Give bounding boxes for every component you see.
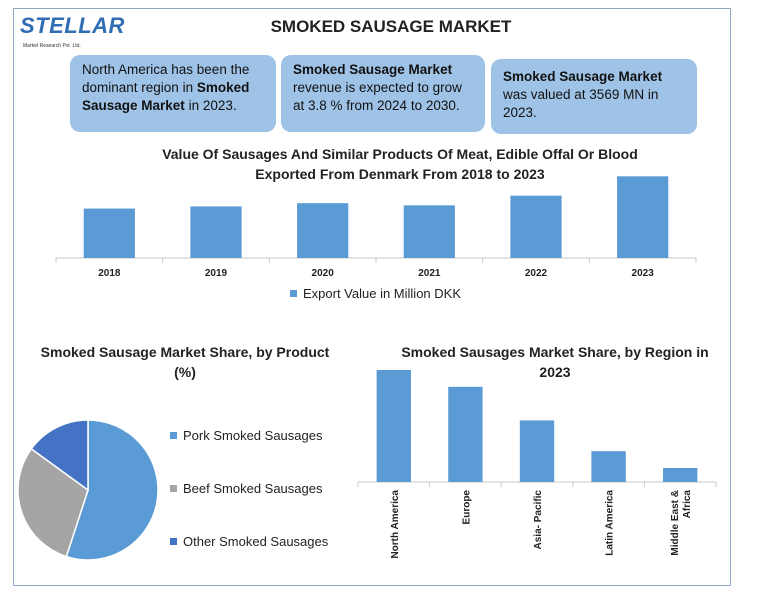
legend-label: Pork Smoked Sausages <box>183 428 323 443</box>
region-tick-label-2: Asia- Pacific <box>533 490 544 550</box>
bar-2021 <box>403 205 455 258</box>
logo-subtitle: Market Research Pvt. Ltd. <box>23 43 81 49</box>
tick-label-2019: 2019 <box>205 268 228 279</box>
region-share-chart-title: Smoked Sausages Market Share, by Region … <box>401 344 709 380</box>
legend-swatch <box>170 485 177 492</box>
region-tick-label-line: Europe <box>461 490 472 525</box>
legend-swatch <box>290 290 297 297</box>
legend-label: Beef Smoked Sausages <box>183 481 323 496</box>
region-tick-label-line: North America <box>390 490 401 559</box>
legend-label: Export Value in Million DKK <box>303 286 461 301</box>
export-chart-title: Value Of Sausages And Similar Products O… <box>162 146 638 182</box>
region-bar-1 <box>448 386 483 482</box>
region-tick-label-1: Europe <box>461 490 472 525</box>
info-box-text: revenue is expected to grow at 3.8 % fro… <box>293 80 462 113</box>
region-tick-label-line: Middle East & <box>670 490 681 556</box>
infographic-frame <box>13 8 731 586</box>
legend-swatch <box>170 432 177 439</box>
export-legend: Export Value in Million DKK <box>290 286 461 301</box>
legend-label: Other Smoked Sausages <box>183 534 329 549</box>
region-bar-0 <box>376 370 411 482</box>
pie-slice-2 <box>30 419 89 492</box>
info-box-growth: Smoked Sausage Market revenue is expecte… <box>281 55 485 132</box>
info-box-dominant-region: North America has been the dominant regi… <box>70 55 276 132</box>
legend-swatch <box>170 538 177 545</box>
tick-label-2020: 2020 <box>312 268 335 279</box>
bar-2019 <box>190 206 242 258</box>
legend-item-beef: Beef Smoked Sausages <box>170 481 322 496</box>
region-bar-2 <box>519 420 555 482</box>
tick-label-2022: 2022 <box>525 268 548 279</box>
pie-slice-0 <box>65 419 159 561</box>
region-tick-label-3: Latin America <box>605 490 616 556</box>
info-box-bold-text: Smoked Sausage Market <box>503 69 663 84</box>
info-box-text: North America has been the dominant regi… <box>82 62 250 95</box>
region-tick-label-line: Africa <box>682 490 693 519</box>
region-tick-label-line: Asia- Pacific <box>533 490 544 550</box>
region-tick-label-4: Middle East &Africa <box>670 490 693 556</box>
region-tick-label-line: Latin America <box>605 490 616 556</box>
info-box-bold-text: Smoked Sausage Market <box>82 80 250 113</box>
region-tick-label-0: North America <box>390 490 401 559</box>
bar-2022 <box>510 195 562 258</box>
legend-item-other: Other Smoked Sausages <box>170 534 328 549</box>
info-box-bold-text: Smoked Sausage Market <box>293 62 453 77</box>
bar-2023 <box>617 176 669 258</box>
legend-item-pork: Pork Smoked Sausages <box>170 428 322 443</box>
stellar-logo: STELLAR Market Research Pvt. Ltd. <box>20 10 130 56</box>
tick-label-2018: 2018 <box>98 268 121 279</box>
logo-wordmark: STELLAR <box>20 13 125 38</box>
pie-slice-1 <box>17 447 89 558</box>
tick-label-2023: 2023 <box>632 268 655 279</box>
region-bar-3 <box>591 451 626 482</box>
bar-2018 <box>83 208 135 258</box>
info-box-valuation: Smoked Sausage Market was valued at 3569… <box>491 59 697 134</box>
tick-label-2021: 2021 <box>418 268 441 279</box>
region-bar-4 <box>663 468 698 482</box>
product-share-chart-title: Smoked Sausage Market Share, by Product … <box>40 344 330 380</box>
info-box-text: was valued at 3569 MN in 2023. <box>503 87 659 120</box>
info-box-text: in 2023. <box>184 98 237 113</box>
bar-2020 <box>297 203 349 258</box>
page-title: SMOKED SAUSAGE MARKET <box>270 17 512 36</box>
